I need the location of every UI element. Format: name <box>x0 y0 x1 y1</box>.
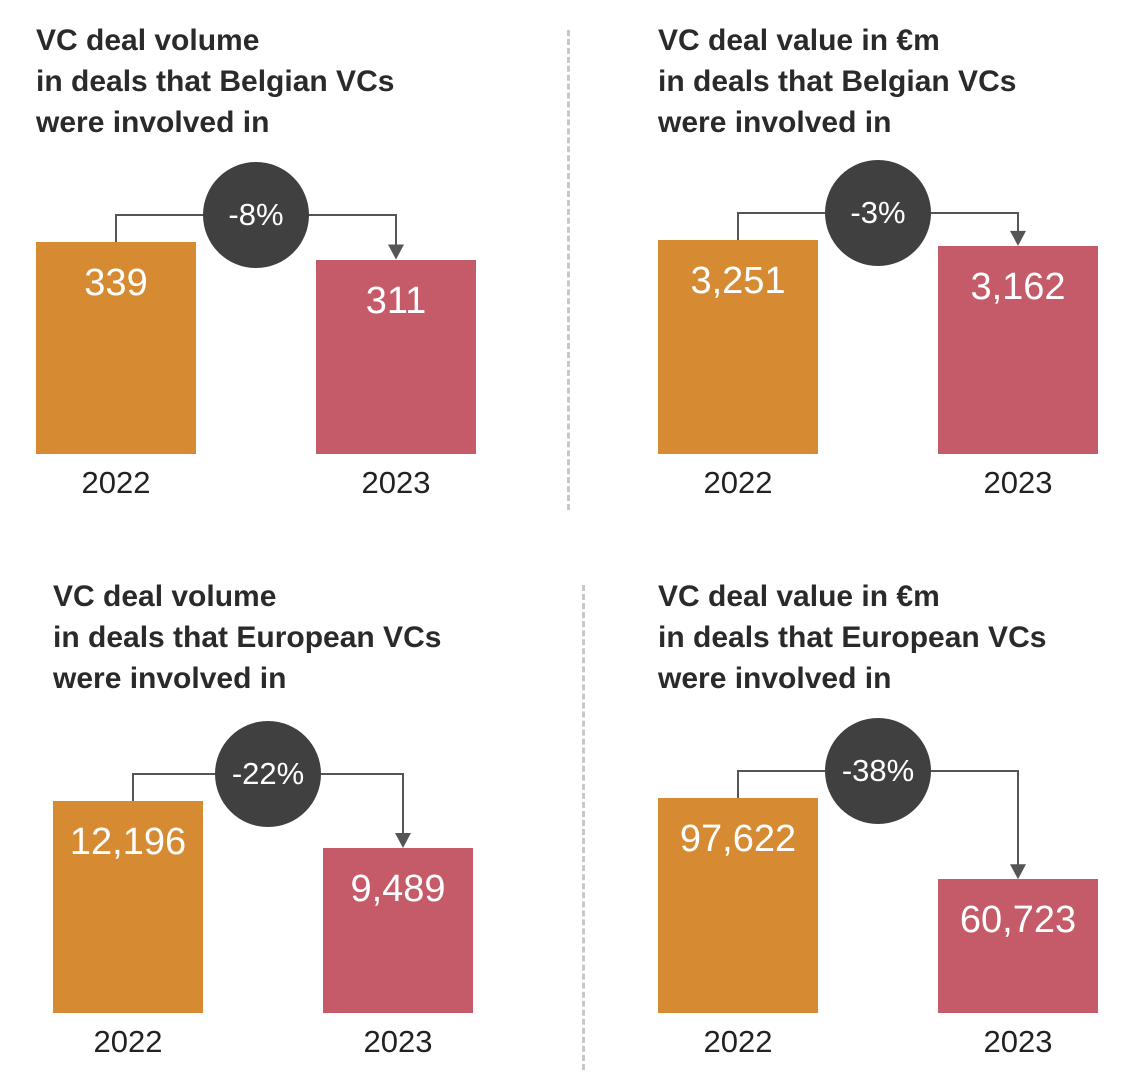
bar-2022: 97,622 <box>658 798 818 1013</box>
year-label-2022: 2022 <box>703 1024 773 1059</box>
bar-value-label: 60,723 <box>959 899 1077 942</box>
chart-title: VC deal value in €m in deals that Europe… <box>658 576 1046 699</box>
chart-title-line: VC deal value in €m <box>658 580 940 613</box>
bar-value-label: 12,196 <box>69 821 187 863</box>
bar-value-label: 97,622 <box>679 818 797 860</box>
chart-title: VC deal volume in deals that European VC… <box>53 576 441 699</box>
year-label-2023: 2023 <box>983 465 1053 500</box>
year-label-2023: 2023 <box>361 465 431 500</box>
year-label-2023: 2023 <box>983 1024 1053 1059</box>
bar-value-label: 311 <box>365 279 427 322</box>
chart-title-line: VC deal value in €m <box>658 24 940 57</box>
chart-title: VC deal volume in deals that Belgian VCs… <box>36 20 394 143</box>
bar-2022: 12,196 <box>53 801 203 1013</box>
arrowhead-icon <box>395 833 411 849</box>
bar-value-label: 3,251 <box>690 260 786 302</box>
bar-2022: 339 <box>36 242 196 454</box>
chart-title-line: were involved in <box>36 106 270 139</box>
chart-title-line: in deals that Belgian VCs <box>658 65 1017 98</box>
year-label-2022: 2022 <box>93 1024 163 1059</box>
chart-title-line: in deals that European VCs <box>53 621 442 654</box>
bar-2023: 3,162 <box>938 245 1098 454</box>
bar-2022: 3,251 <box>658 240 818 454</box>
change-badge: -22% <box>215 721 321 827</box>
change-badge: -8% <box>203 162 309 268</box>
change-badge: -3% <box>825 160 931 266</box>
chart-title-line: were involved in <box>658 662 892 695</box>
change-badge: -38% <box>825 718 931 824</box>
bar-2023: 9,489 <box>323 848 473 1013</box>
bar-value-label: 3,162 <box>970 265 1066 308</box>
bar-value-label: 9,489 <box>350 868 446 911</box>
year-label-2022: 2022 <box>703 465 773 500</box>
bar-2023: 60,723 <box>938 879 1098 1013</box>
chart-title-line: were involved in <box>53 662 287 695</box>
chart-title-line: VC deal volume <box>53 580 277 613</box>
arrowhead-icon <box>388 244 404 260</box>
chart-title: VC deal value in €m in deals that Belgia… <box>658 20 1016 143</box>
year-label-2023: 2023 <box>363 1024 433 1059</box>
year-label-2022: 2022 <box>81 465 151 500</box>
bar-value-label: 339 <box>84 262 148 304</box>
chart-title-line: VC deal volume <box>36 24 260 57</box>
chart-title-line: in deals that European VCs <box>658 621 1047 654</box>
vertical-divider-bottom <box>582 585 585 1070</box>
vertical-divider-top <box>567 30 570 510</box>
chart-title-line: were involved in <box>658 106 892 139</box>
bar-2023: 311 <box>316 259 476 454</box>
arrowhead-icon <box>1010 230 1026 246</box>
chart-title-line: in deals that Belgian VCs <box>36 65 395 98</box>
arrowhead-icon <box>1010 864 1026 880</box>
